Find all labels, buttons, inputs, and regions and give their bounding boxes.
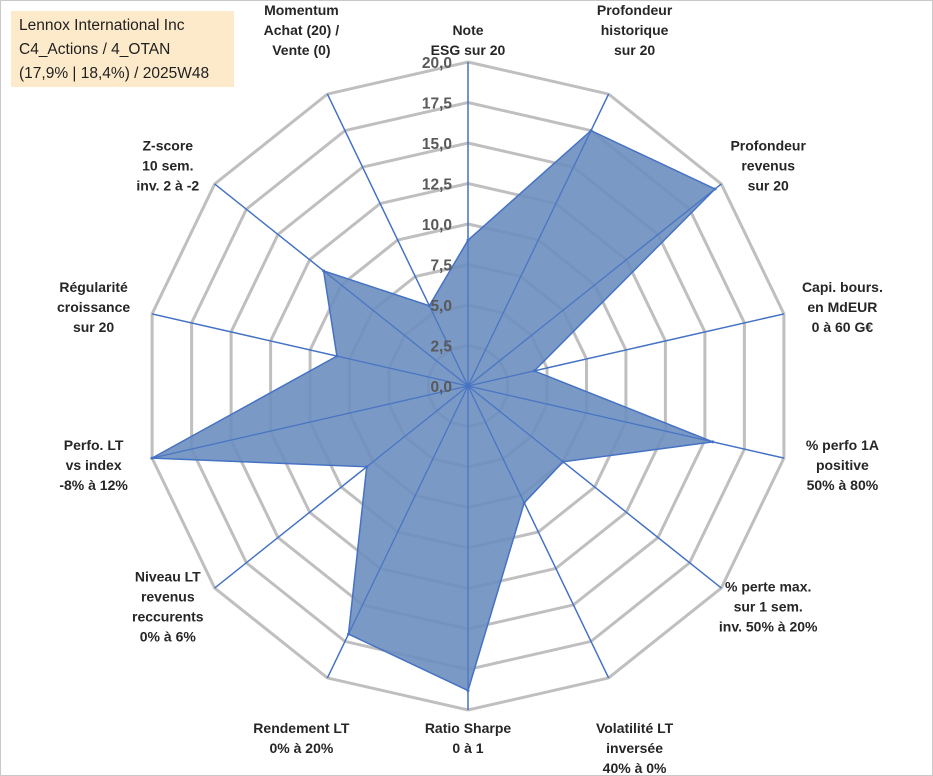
tick-label: 0,0	[430, 379, 452, 396]
axis-label-line: % perte max.	[725, 579, 811, 595]
company-name: Lennox International Inc	[19, 17, 185, 34]
axis-label-line: vs index	[66, 457, 122, 473]
axis-spoke-overlay	[326, 385, 469, 679]
tick-label: 10,0	[422, 217, 452, 234]
axis-label-line: Achat (20) /	[264, 22, 340, 38]
axis-spoke-overlay	[467, 385, 785, 459]
axis-spoke-overlay	[467, 385, 610, 679]
axis-label-line: Momentum	[264, 2, 339, 18]
axis-label-line: inv. 50% à 20%	[719, 619, 818, 635]
axis-label-line: sur 1 sem.	[734, 599, 803, 615]
axis-label-line: 0 à 60 G€	[812, 319, 874, 335]
axis-label-line: Profondeur	[597, 2, 673, 18]
axis-spoke-overlay	[467, 385, 722, 589]
axis-label-8: Rendement LT 0% à 20%	[253, 720, 350, 756]
axis-label-line: Note	[452, 22, 483, 38]
axis-label-line: Perfo. LT	[64, 437, 124, 453]
axis-label-11: Régularité croissance sur 20	[57, 279, 130, 335]
axis-spoke-overlay	[151, 313, 469, 387]
axis-label-line: -8% à 12%	[59, 477, 128, 493]
axis-label-7: Ratio Sharpe 0 à 1	[425, 720, 512, 756]
axis-label-line: croissance	[57, 299, 130, 315]
portfolio-category: C4_Actions / 4_OTAN	[19, 41, 171, 58]
axis-label-line: 10 sem.	[142, 157, 193, 173]
performance-period: (17,9% | 18,4%) / 2025W48	[19, 65, 210, 82]
axis-label-line: 40% à 0%	[603, 760, 667, 775]
tick-label: 12,5	[422, 177, 453, 194]
axis-label-line: inversée	[606, 740, 663, 756]
axis-spoke-overlay	[214, 385, 469, 589]
axis-label-2: Profondeur revenus sur 20	[730, 137, 806, 193]
axis-label-9: Niveau LT revenus reccurents 0% à 6%	[132, 569, 204, 645]
tick-label: 15,0	[422, 136, 452, 153]
tick-label: 5,0	[430, 298, 452, 315]
axis-label-line: reccurents	[132, 609, 204, 625]
axis-label-line: en MdEUR	[807, 299, 877, 315]
axis-label-line: Rendement LT	[253, 720, 350, 736]
axis-spoke-overlay	[214, 183, 469, 387]
axis-label-line: 0 à 1	[452, 740, 483, 756]
axis-label-line: Vente (0)	[272, 42, 330, 58]
axis-label-line: inv. 2 à -2	[136, 177, 199, 193]
title-box: Lennox International Inc C4_Actions / 4_…	[11, 11, 234, 87]
axis-label-line: sur 20	[73, 319, 114, 335]
axis-label-line: positive	[816, 457, 869, 473]
tick-label: 2,5	[430, 339, 452, 356]
axis-spoke-overlay	[467, 183, 722, 387]
axis-label-1: Profondeur historique sur 20	[597, 2, 673, 58]
axis-label-line: Z-score	[143, 137, 194, 153]
axis-label-4: % perfo 1A positive 50% à 80%	[806, 437, 879, 493]
axis-label-3: Capi. bours. en MdEUR 0 à 60 G€	[802, 279, 883, 335]
axis-label-line: 0% à 6%	[140, 629, 197, 645]
axis-label-line: historique	[601, 22, 669, 38]
tick-label: 20,0	[422, 55, 452, 72]
axis-label-line: Ratio Sharpe	[425, 720, 512, 736]
axis-label-line: sur 20	[748, 177, 789, 193]
axis-label-line: Volatilité LT	[596, 720, 674, 736]
axis-spoke-overlay	[467, 313, 785, 387]
axis-label-12: Z-score 10 sem. inv. 2 à -2	[136, 137, 199, 193]
axis-label-line: Niveau LT	[135, 569, 201, 585]
axis-label-line: Régularité	[59, 279, 128, 295]
axis-spoke-overlay	[467, 93, 610, 387]
axis-spoke-overlay	[151, 385, 469, 459]
axis-label-line: % perfo 1A	[806, 437, 879, 453]
axis-label-13: Momentum Achat (20) / Vente (0)	[264, 2, 340, 58]
axis-label-line: Profondeur	[730, 137, 806, 153]
axis-label-line: 50% à 80%	[807, 477, 879, 493]
axis-label-6: Volatilité LT inversée 40% à 0%	[596, 720, 674, 775]
tick-label: 17,5	[422, 96, 453, 113]
axis-label-5: % perte max. sur 1 sem. inv. 50% à 20%	[719, 579, 818, 635]
axis-label-10: Perfo. LT vs index -8% à 12%	[59, 437, 128, 493]
axis-label-line: ESG sur 20	[431, 42, 506, 58]
tick-label: 7,5	[430, 258, 452, 275]
axis-label-line: sur 20	[614, 42, 655, 58]
axis-spoke-overlay	[326, 93, 469, 387]
axis-label-line: 0% à 20%	[269, 740, 333, 756]
axis-label-line: Capi. bours.	[802, 279, 883, 295]
axis-label-line: revenus	[141, 589, 195, 605]
axis-label-line: revenus	[741, 157, 795, 173]
axis-label-0: Note ESG sur 20	[431, 22, 506, 58]
